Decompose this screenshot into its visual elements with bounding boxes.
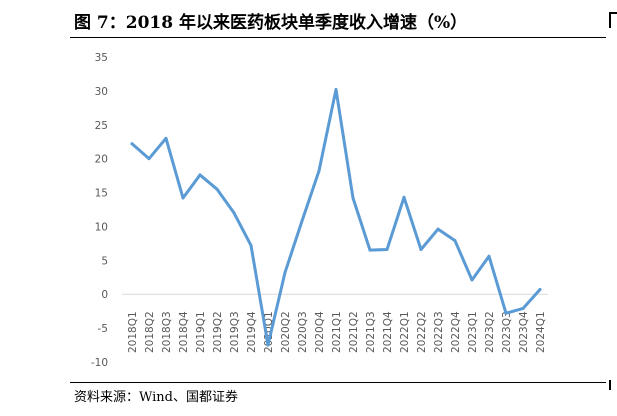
x-tick-label: 2022Q2 [416, 311, 428, 353]
x-tick-label: 2023Q2 [484, 311, 496, 353]
data-point [164, 136, 168, 140]
y-tick-label: 30 [95, 86, 108, 98]
x-tick-label: 2021Q1 [331, 311, 343, 353]
data-point [487, 254, 491, 258]
x-tick-label: 2024Q1 [535, 311, 547, 353]
title-rule [70, 37, 606, 38]
x-tick-label: 2019Q2 [212, 311, 224, 353]
x-tick-label: 2018Q3 [161, 311, 173, 353]
x-tick-label: 2020Q2 [280, 311, 292, 353]
x-tick-label: 2018Q1 [127, 311, 139, 353]
x-tick-label: 2018Q2 [144, 311, 156, 353]
data-point [283, 271, 287, 275]
data-point [538, 287, 542, 291]
data-point [351, 196, 355, 200]
data-point [181, 196, 185, 200]
x-tick-label: 2021Q3 [365, 311, 377, 353]
data-point [368, 248, 372, 252]
chart-title: 图 7：2018 年以来医药板块单季度收入增速（%） [74, 13, 468, 33]
x-tick-label: 2022Q3 [433, 311, 445, 353]
x-tick-label: 2020Q3 [297, 311, 309, 353]
x-tick-label: 2018Q4 [178, 311, 190, 353]
y-tick-label: 0 [101, 289, 108, 301]
data-point [317, 169, 321, 173]
source-note: 资料来源：Wind、国都证券 [74, 390, 238, 405]
x-tick-label: 2021Q2 [348, 311, 360, 353]
x-axis-labels: 2018Q1 2018Q2 2018Q3 2018Q4 2019Q1 2019Q2 2019… [127, 311, 547, 353]
data-point [249, 243, 253, 247]
x-tick-label: 2019Q1 [195, 311, 207, 353]
y-axis-labels: -10 -5 0 5 10 15 20 25 30 35 [91, 52, 108, 369]
y-tick-label: 15 [95, 188, 108, 200]
data-point [232, 211, 236, 215]
data-point [266, 343, 270, 347]
data-point [521, 306, 525, 310]
y-tick-label: -10 [91, 357, 108, 369]
x-tick-label: 2020Q4 [314, 311, 326, 353]
edge-mark-bottom [609, 380, 617, 390]
data-point [147, 157, 151, 161]
x-tick-label: 2023Q3 [501, 311, 513, 353]
data-point [419, 247, 423, 251]
x-tick-label: 2022Q1 [399, 311, 411, 353]
data-point [470, 278, 474, 282]
x-tick-label: 2023Q1 [467, 311, 479, 353]
series-line [130, 88, 542, 347]
y-tick-label: 10 [95, 221, 108, 233]
y-tick-label: 25 [95, 120, 108, 132]
source-rule [70, 382, 606, 383]
y-tick-label: 35 [95, 52, 108, 64]
x-tick-label: 2023Q4 [518, 311, 530, 353]
y-tick-label: -5 [98, 323, 108, 335]
edge-mark-top [609, 12, 617, 28]
y-tick-label: 5 [101, 255, 108, 267]
data-point [436, 227, 440, 231]
x-tick-label: 2019Q4 [246, 311, 258, 353]
x-tick-label: 2021Q4 [382, 311, 394, 353]
data-point [402, 195, 406, 199]
series-layer [130, 88, 542, 347]
x-tick-label: 2022Q4 [450, 311, 462, 353]
y-tick-label: 20 [95, 154, 108, 166]
data-point [385, 247, 389, 251]
data-point [300, 219, 304, 223]
data-point [453, 239, 457, 243]
x-tick-label: 2019Q3 [229, 311, 241, 353]
data-point [504, 311, 508, 315]
data-point [334, 88, 338, 92]
data-point [130, 142, 134, 146]
data-point [215, 187, 219, 191]
data-point [198, 173, 202, 177]
